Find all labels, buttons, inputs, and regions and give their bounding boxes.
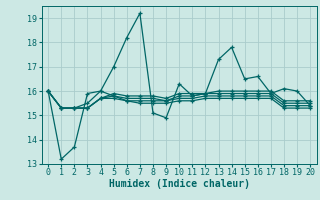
- X-axis label: Humidex (Indice chaleur): Humidex (Indice chaleur): [109, 179, 250, 189]
